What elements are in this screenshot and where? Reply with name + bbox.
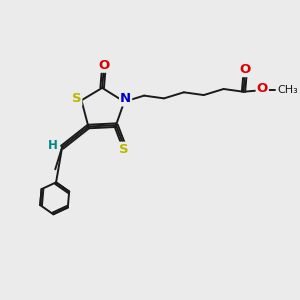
Text: H: H [48,139,58,152]
Text: O: O [98,59,109,72]
Text: O: O [257,82,268,95]
Text: CH₃: CH₃ [277,85,298,95]
Text: N: N [120,92,131,105]
Text: S: S [118,143,128,156]
Text: O: O [239,63,250,76]
Text: S: S [72,92,81,105]
